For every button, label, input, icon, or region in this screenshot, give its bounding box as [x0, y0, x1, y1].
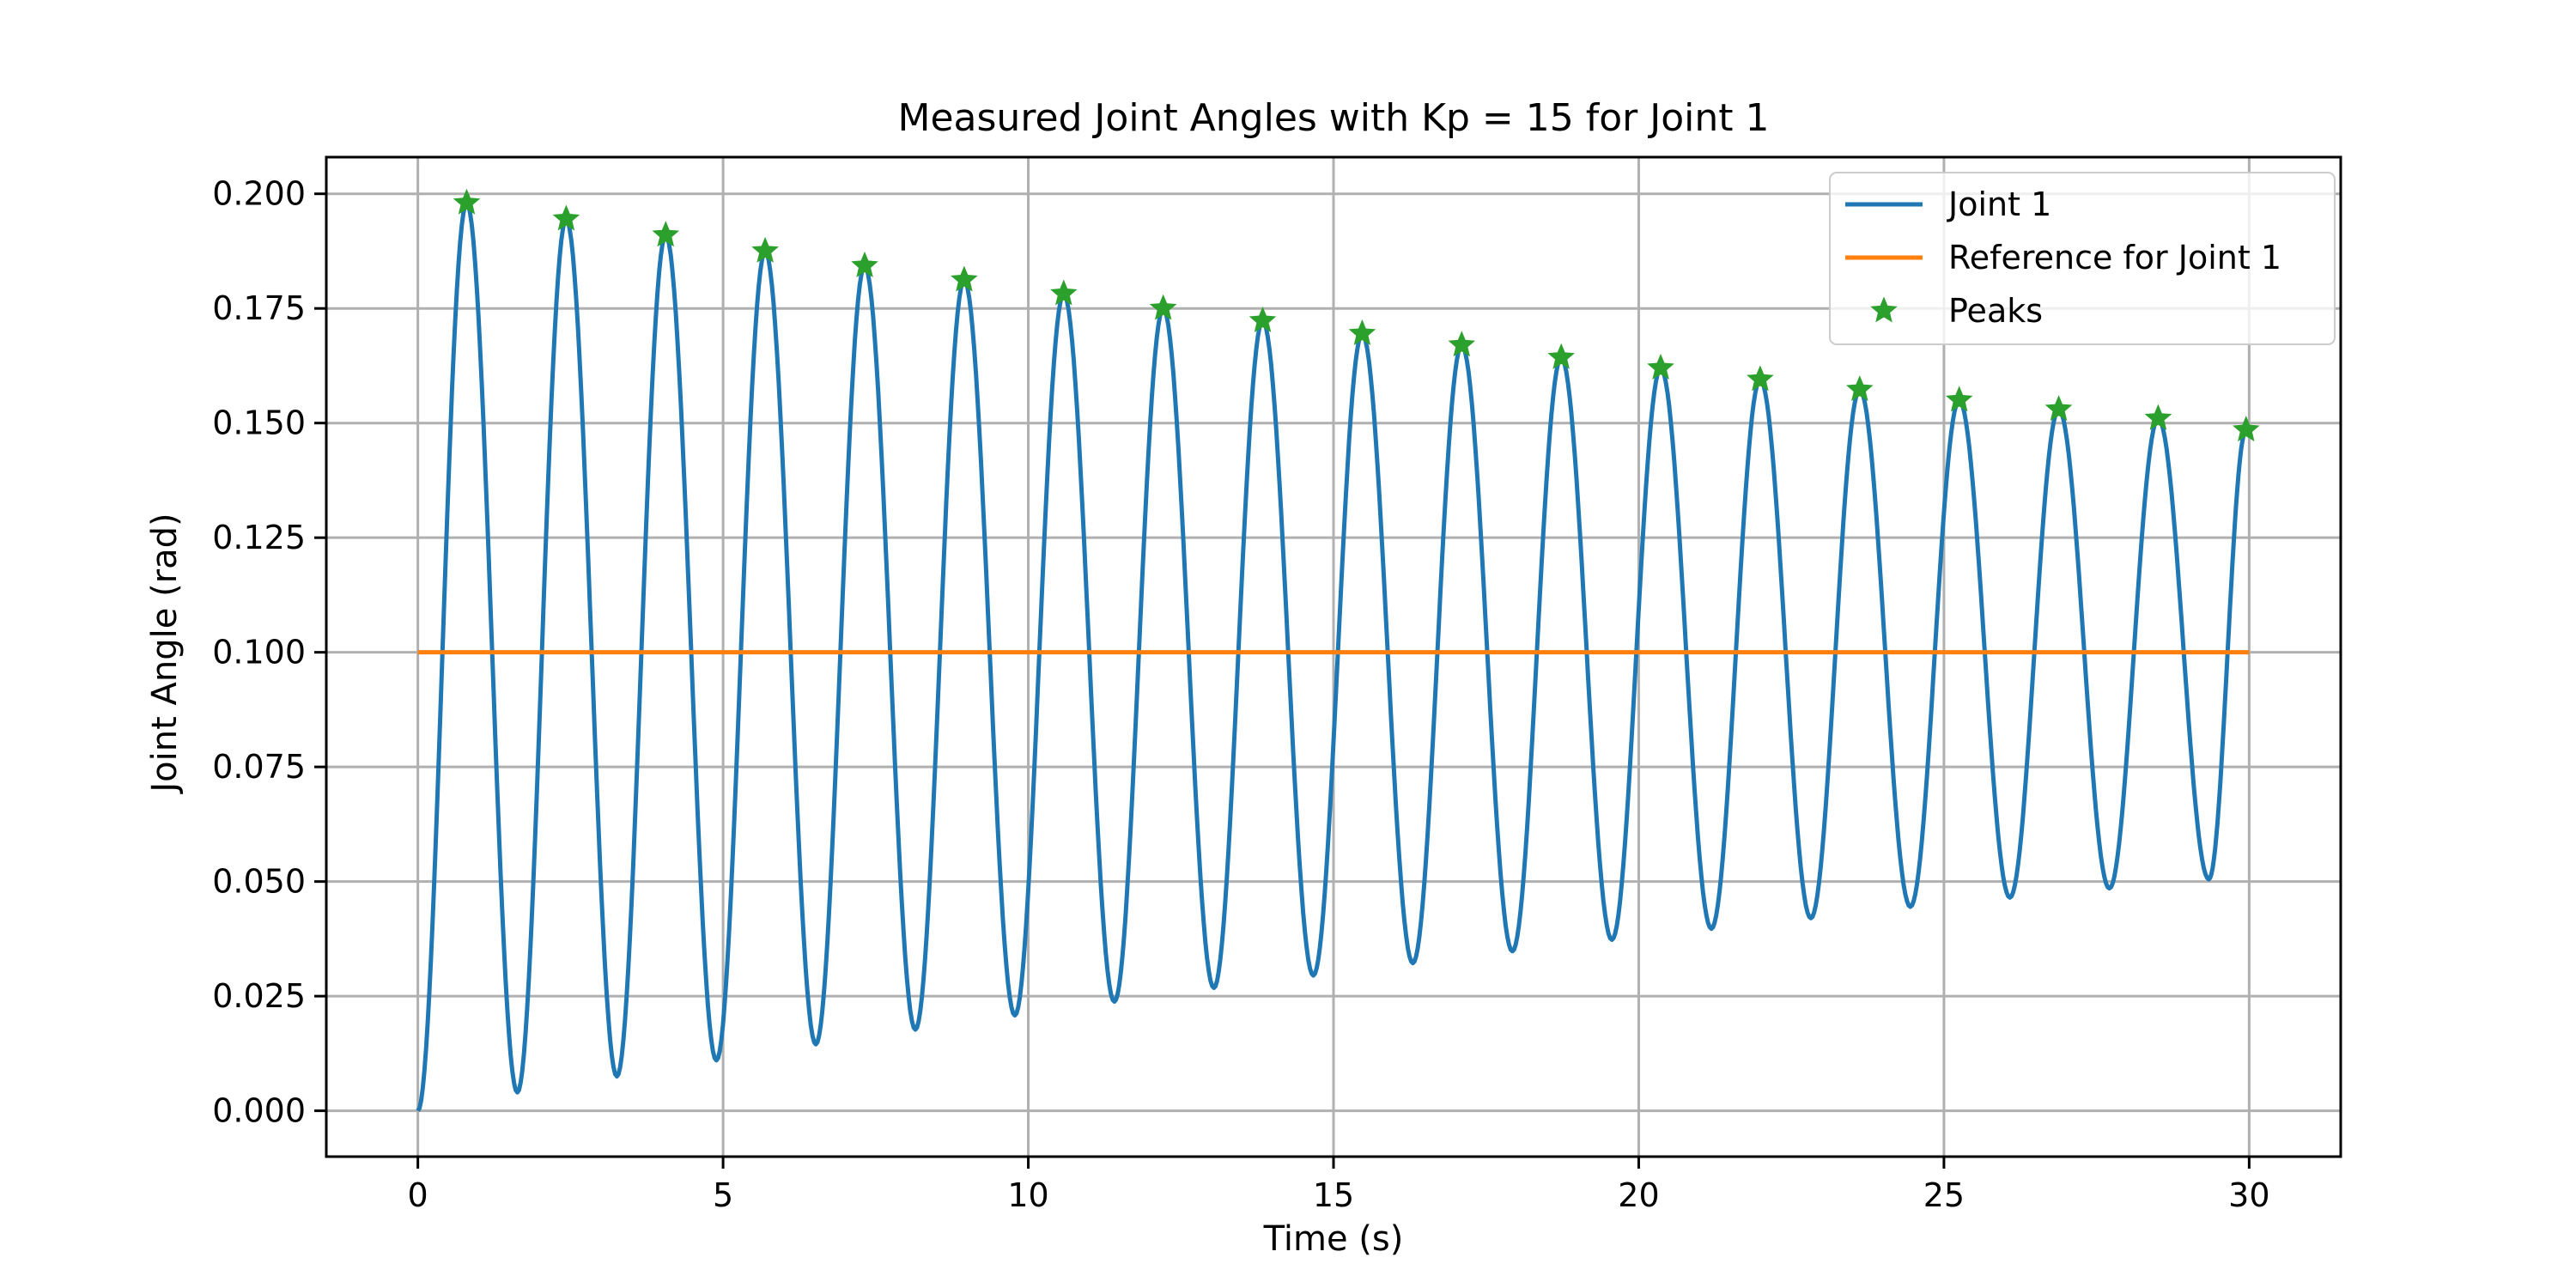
peak-marker — [2044, 395, 2073, 422]
x-tick-label: 0 — [408, 1176, 428, 1214]
y-tick-label: 0.175 — [212, 289, 306, 327]
peak-marker — [552, 204, 580, 231]
legend-label-reference: Reference for Joint 1 — [1948, 239, 2281, 276]
y-tick-label: 0.075 — [212, 748, 306, 786]
x-tick-label: 30 — [2228, 1176, 2269, 1214]
peak-marker — [1249, 306, 1277, 333]
chart-title: Measured Joint Angles with Kp = 15 for J… — [898, 96, 1770, 140]
x-axis: 0 5 10 15 20 25 30 — [408, 1157, 2270, 1214]
peak-marker — [652, 221, 680, 247]
x-axis-label: Time (s) — [1263, 1219, 1404, 1259]
y-tick-label: 0.200 — [212, 175, 306, 213]
y-tick-label: 0.050 — [212, 863, 306, 901]
series-layer — [416, 188, 2260, 1112]
peak-marker — [453, 188, 481, 215]
y-tick-label: 0.000 — [212, 1092, 306, 1130]
peak-marker — [2233, 416, 2260, 442]
peak-marker — [1149, 294, 1177, 320]
peak-marker — [1547, 343, 1575, 369]
peak-marker — [1846, 375, 1874, 402]
y-axis-label: Joint Angle (rad) — [145, 513, 185, 794]
legend: Joint 1 Reference for Joint 1 Peaks — [1829, 172, 2336, 345]
peak-marker — [951, 265, 978, 292]
peak-marker — [2144, 404, 2172, 430]
legend-swatch-peaks — [1870, 296, 1898, 323]
series-line-joint-1 — [416, 200, 2248, 1112]
peak-marker — [1050, 279, 1078, 306]
peak-marker — [1945, 386, 1973, 412]
x-tick-label: 20 — [1618, 1176, 1659, 1214]
peak-marker — [1647, 354, 1674, 380]
x-tick-label: 25 — [1923, 1176, 1965, 1214]
legend-label-joint: Joint 1 — [1947, 185, 2051, 223]
x-tick-label: 15 — [1313, 1176, 1354, 1214]
legend-box — [1829, 172, 2336, 345]
x-tick-label: 5 — [713, 1176, 733, 1214]
peak-marker — [851, 251, 878, 278]
peak-marker — [1348, 319, 1376, 345]
legend-label-peaks: Peaks — [1948, 292, 2043, 330]
peak-marker — [751, 236, 780, 263]
y-tick-label: 0.150 — [212, 404, 306, 442]
peak-marker — [1747, 365, 1774, 392]
y-tick-label: 0.025 — [212, 977, 306, 1015]
x-tick-label: 10 — [1007, 1176, 1048, 1214]
y-axis: 0.000 0.025 0.050 0.075 0.100 0.125 0.150 0.175… — [212, 175, 326, 1130]
peak-marker — [1448, 331, 1476, 357]
y-tick-label: 0.100 — [212, 634, 306, 671]
y-tick-label: 0.125 — [212, 519, 306, 556]
